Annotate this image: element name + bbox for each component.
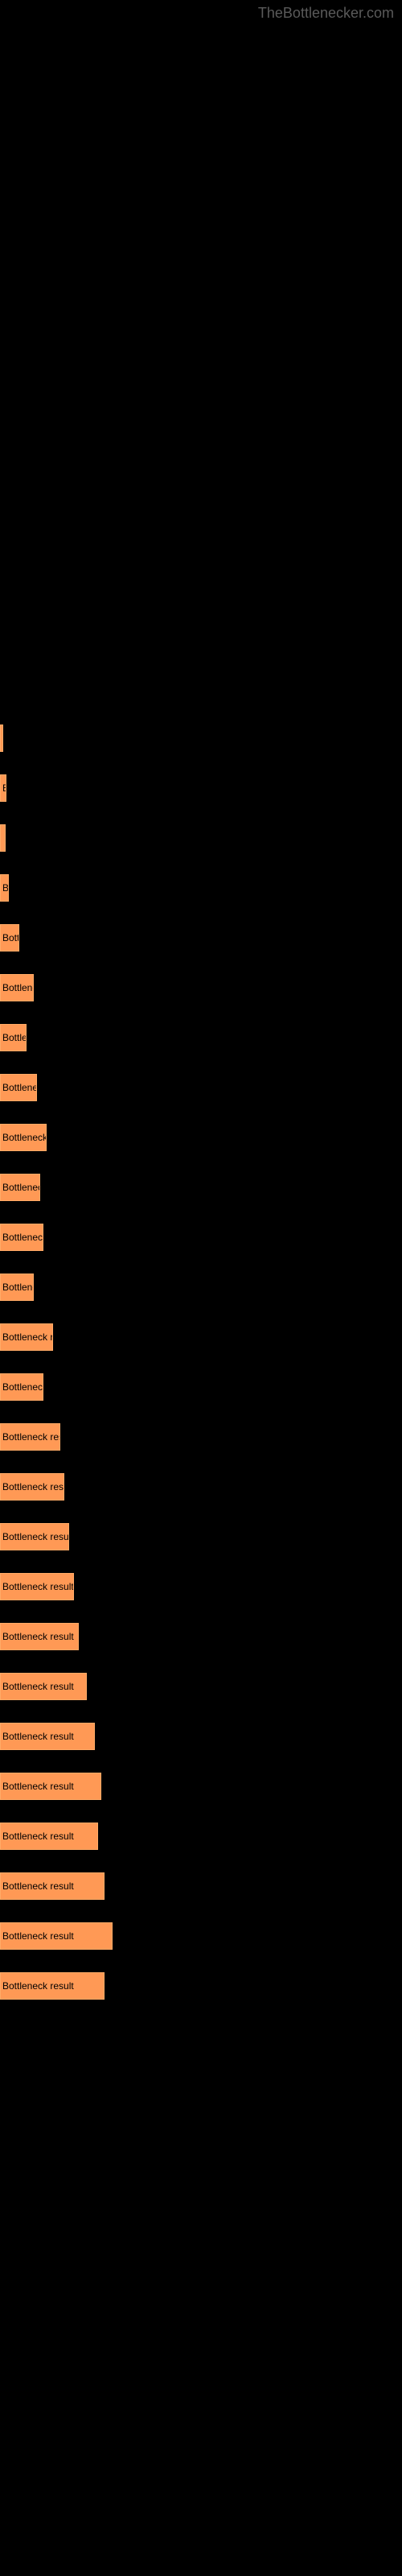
- bar-group: B: [0, 774, 402, 802]
- bar-group: Bottleneck re: [0, 1373, 402, 1401]
- bar: Bottleneck: [0, 1274, 34, 1301]
- bar: Bottleneck result: [0, 1972, 105, 2000]
- bar-group: Bottleneck result: [0, 1323, 402, 1351]
- bar: [0, 724, 3, 752]
- bar: Bottleneck re: [0, 1373, 43, 1401]
- chart-container: B B Bottle Bottleneck Bottlen Bottleneck re Bo…: [0, 724, 402, 2000]
- bar: Bottleneck result: [0, 1573, 74, 1600]
- bar-group: Bottleneck result: [0, 1523, 402, 1550]
- bar: Bottleneck res: [0, 1224, 43, 1251]
- bar-group: Bottleneck res: [0, 1224, 402, 1251]
- bar-group: Bottleneck result: [0, 1723, 402, 1750]
- bar: Bottleneck result: [0, 1623, 79, 1650]
- bar-group: Bottle: [0, 924, 402, 952]
- bar: Bottleneck result: [0, 1773, 101, 1800]
- bar-group: Bottleneck resu: [0, 1124, 402, 1151]
- bar-group: Bottleneck: [0, 1274, 402, 1301]
- bar-group: Bottleneck result: [0, 1623, 402, 1650]
- bar-group: Bottleneck result: [0, 1823, 402, 1850]
- bar: Bottleneck result: [0, 1473, 64, 1501]
- bar: Bottleneck result: [0, 1723, 95, 1750]
- bar: Bottleneck result: [0, 1323, 53, 1351]
- bar: Bottle: [0, 924, 19, 952]
- bar-group: Bottleneck result: [0, 1773, 402, 1800]
- bar: Bottleneck result: [0, 1922, 113, 1950]
- bar: Bottleneck: [0, 974, 34, 1001]
- bar-group: Bottleneck result: [0, 1473, 402, 1501]
- bar-group: Bottleneck result: [0, 1972, 402, 2000]
- bar: Bottleneck result: [0, 1523, 69, 1550]
- bar-group: Bottleneck result: [0, 1872, 402, 1900]
- watermark: TheBottlenecker.com: [258, 5, 394, 22]
- bar-group: B: [0, 874, 402, 902]
- bar-group: Bottleneck result: [0, 1922, 402, 1950]
- bar-group: Bottleneck result: [0, 1423, 402, 1451]
- bar-group: Bottlen: [0, 1024, 402, 1051]
- bar-group: Bottleneck re: [0, 1174, 402, 1201]
- bar: B: [0, 774, 6, 802]
- bar: Bottleneck result: [0, 1872, 105, 1900]
- bar: B: [0, 874, 9, 902]
- bar-group: Bottleneck result: [0, 1673, 402, 1700]
- bar-group: [0, 724, 402, 752]
- bar-group: Bottleneck result: [0, 1573, 402, 1600]
- bar: Bottleneck result: [0, 1823, 98, 1850]
- bar: Bottleneck re: [0, 1174, 40, 1201]
- bar: Bottlen: [0, 1024, 27, 1051]
- bar-group: Bottleneck re: [0, 1074, 402, 1101]
- bar: Bottleneck result: [0, 1423, 60, 1451]
- bar-group: [0, 824, 402, 852]
- bar: Bottleneck re: [0, 1074, 37, 1101]
- bar: Bottleneck resu: [0, 1124, 47, 1151]
- top-spacer: [0, 0, 402, 724]
- bar-group: Bottleneck: [0, 974, 402, 1001]
- bar: Bottleneck result: [0, 1673, 87, 1700]
- bar: [0, 824, 6, 852]
